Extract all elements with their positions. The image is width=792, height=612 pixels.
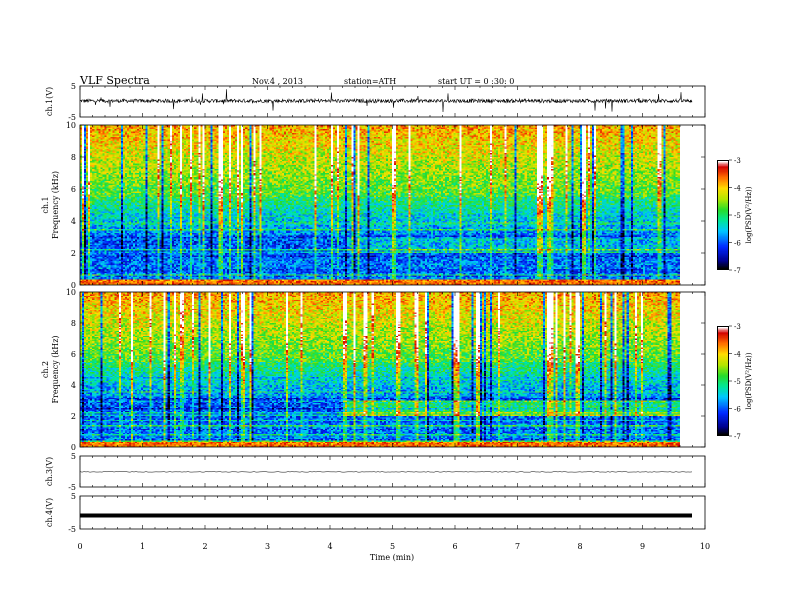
colorbar-tick-label: -7 <box>734 433 741 441</box>
freq-tick-label: 4 <box>71 217 76 226</box>
y-tick-label-5-top: 5 <box>71 492 76 501</box>
ch2-spec-ylabel: ch.2 <box>41 361 50 378</box>
x-tick-label: 3 <box>265 542 270 551</box>
x-axis-label: Time (min) <box>370 553 414 562</box>
colorbar-tick-label: -4 <box>734 351 741 359</box>
panel-frame-5 <box>79 495 706 530</box>
ch1-spec-ylabel: ch.1 <box>41 196 50 213</box>
chart-title: VLF Spectra <box>80 74 150 87</box>
start-time-label: start UT = 0 :30: 0 <box>438 77 515 86</box>
freq-tick-label: 0 <box>71 281 76 290</box>
traces-group <box>79 89 693 518</box>
y-tick-label-4-top: 5 <box>71 452 76 461</box>
panel-frame-3 <box>79 291 706 448</box>
colorbar-tick-label: -3 <box>734 323 741 331</box>
freq-tick-label: 6 <box>71 185 76 194</box>
ch1-spectrogram <box>80 125 692 285</box>
freq-tick-label: 8 <box>71 153 76 162</box>
x-tick-label: 2 <box>202 542 207 551</box>
ch1-waveform-trace <box>79 89 693 113</box>
station-label: station=ATH <box>344 77 397 86</box>
ch1-wave-ylabel: ch.1(V) <box>45 87 54 116</box>
x-tick-label: 0 <box>77 542 82 551</box>
colorbar-label-2: log(PSD(V²/Hz)) <box>745 352 753 409</box>
colorbar-label-1: log(PSD(V²/Hz)) <box>745 186 753 243</box>
x-tick-label: 10 <box>700 542 710 551</box>
ch2-spectrogram <box>80 292 692 447</box>
y-tick-label-1-top: 5 <box>71 82 76 91</box>
freq-tick-label: 2 <box>71 249 76 258</box>
y-tick-label-4-bottom: -5 <box>68 483 76 492</box>
freq-tick-label: 6 <box>71 350 76 359</box>
ch1-freq-ylabel: Frequency (kHz) <box>51 171 60 239</box>
ch1-colorbar <box>717 160 729 270</box>
freq-tick-label: 10 <box>66 288 76 297</box>
colorbar-tick-label: -4 <box>734 185 741 193</box>
freq-tick-label: 0 <box>71 443 76 452</box>
axes-group <box>79 85 732 530</box>
x-tick-label: 1 <box>140 542 145 551</box>
ch3-waveform-trace <box>79 471 693 473</box>
date-label: Nov.4 , 2013 <box>252 77 304 86</box>
colorbar-tick-label: -5 <box>734 378 741 386</box>
ch3-wave-ylabel: ch.3(V) <box>45 457 54 486</box>
freq-tick-label: 2 <box>71 412 76 421</box>
panel-frame-4 <box>79 455 706 488</box>
colorbar-tick-label: -6 <box>734 406 741 414</box>
y-tick-label-1-bottom: -5 <box>68 113 76 122</box>
ch2-colorbar <box>717 326 729 436</box>
panel-frame-2 <box>79 124 706 286</box>
x-tick-label: 5 <box>390 542 395 551</box>
x-tick-label: 9 <box>640 542 645 551</box>
ch2-freq-ylabel: Frequency (kHz) <box>51 335 60 403</box>
colorbar-tick-label: -7 <box>734 267 741 275</box>
x-tick-label: 6 <box>452 542 457 551</box>
colorbar-tick-label: -6 <box>734 240 741 248</box>
freq-tick-label: 8 <box>71 319 76 328</box>
freq-tick-label: 4 <box>71 381 76 390</box>
x-tick-label: 8 <box>577 542 582 551</box>
ch4-wave-ylabel: ch.4(V) <box>45 498 54 527</box>
x-tick-label: 7 <box>515 542 520 551</box>
freq-tick-label: 10 <box>66 121 76 130</box>
y-tick-label-5-bottom: -5 <box>68 525 76 534</box>
x-tick-label: 4 <box>327 542 332 551</box>
colorbar-tick-label: -5 <box>734 212 741 220</box>
colorbar-tick-label: -3 <box>734 157 741 165</box>
